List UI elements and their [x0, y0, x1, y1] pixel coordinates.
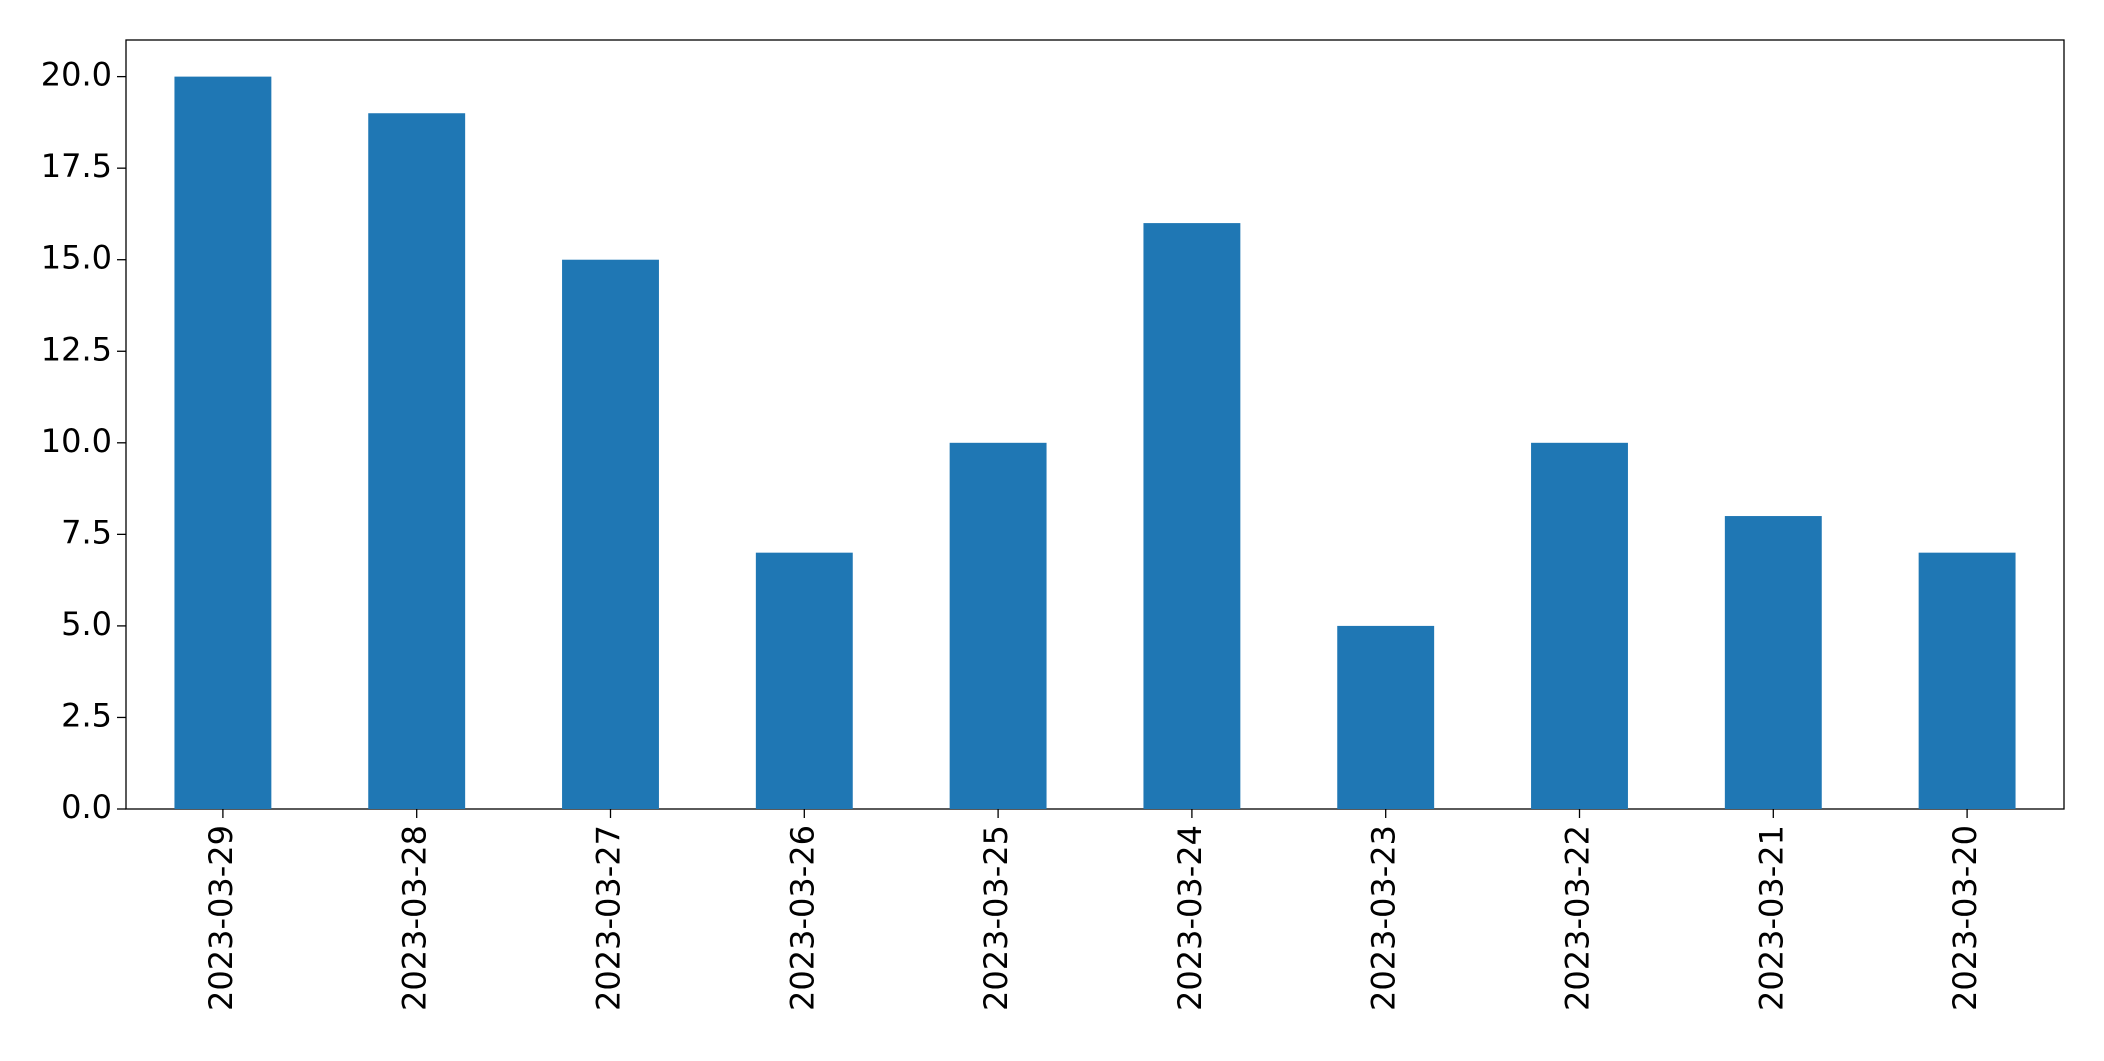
y-tick-label: 10.0 — [41, 422, 112, 460]
axes-frame — [125, 39, 2065, 810]
bar — [174, 76, 272, 810]
x-tick-label: 2023-03-23 — [1365, 825, 1403, 1011]
y-tick-label: 15.0 — [41, 239, 112, 277]
bar — [1143, 223, 1241, 810]
y-tick-label: 7.5 — [61, 513, 112, 551]
bar — [368, 113, 466, 809]
x-tick-label: 2023-03-20 — [1946, 825, 1984, 1011]
y-tick-label: 5.0 — [61, 605, 112, 643]
x-tick-label: 2023-03-27 — [590, 825, 628, 1011]
x-tick-label: 2023-03-26 — [783, 825, 821, 1011]
bar — [1724, 516, 1822, 809]
x-tick-label: 2023-03-22 — [1559, 825, 1597, 1011]
y-tick-label: 2.5 — [61, 696, 112, 734]
bar — [562, 259, 659, 809]
x-tick-label: 2023-03-29 — [202, 825, 240, 1011]
y-tick-label: 17.5 — [41, 147, 112, 185]
bar — [1918, 552, 2016, 809]
x-tick-label: 2023-03-25 — [977, 825, 1015, 1011]
bar — [755, 552, 853, 809]
bar — [1337, 625, 1435, 809]
x-tick-label: 2023-03-28 — [396, 825, 434, 1011]
x-tick-label: 2023-03-21 — [1752, 825, 1790, 1011]
y-tick-label: 0.0 — [61, 788, 112, 826]
bar — [1531, 442, 1628, 809]
x-tick-label: 2023-03-24 — [1171, 825, 1209, 1011]
y-tick-label: 20.0 — [41, 56, 112, 94]
y-tick-label: 12.5 — [41, 330, 112, 368]
bar — [949, 442, 1047, 809]
